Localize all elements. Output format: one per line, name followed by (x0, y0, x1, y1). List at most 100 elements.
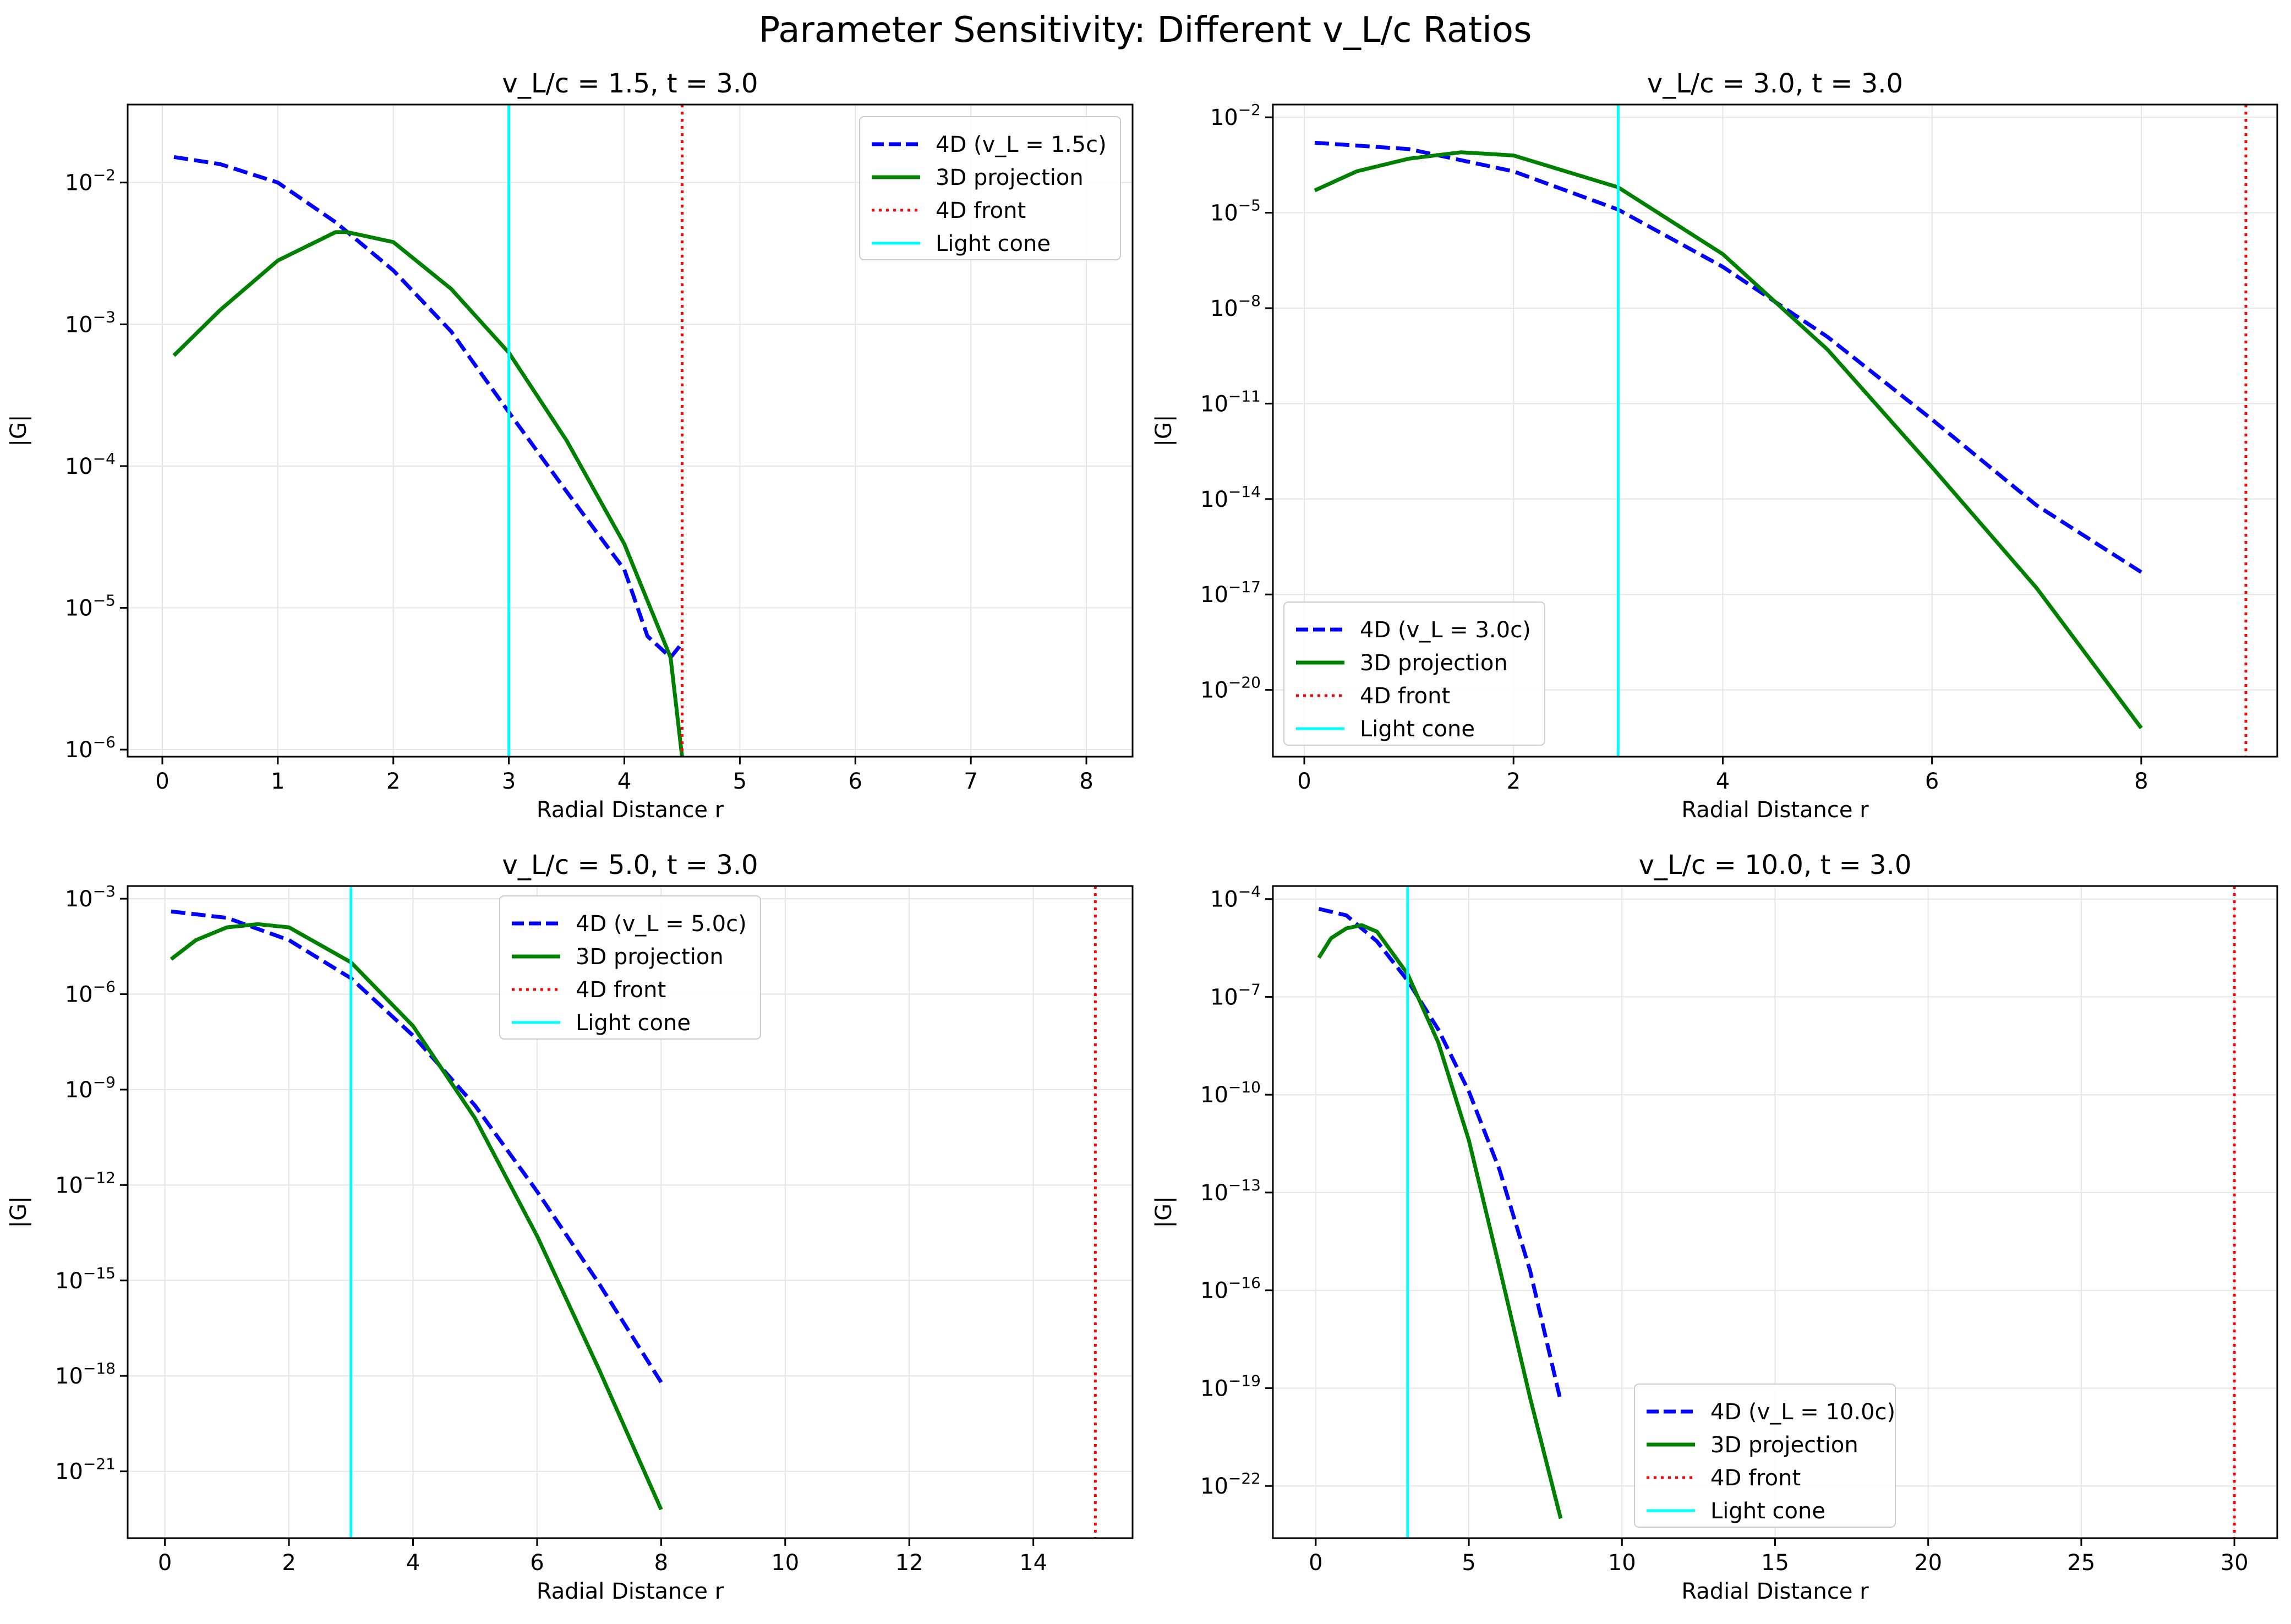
axes-frame (1272, 103, 2278, 758)
y-axis-label: |G| (6, 415, 31, 447)
legend: 4D (v_L = 10.0c) 3D projection 4D front Lig… (1634, 1384, 1896, 1528)
axes-frame (127, 103, 1134, 758)
x-tick-label: 2 (282, 1550, 296, 1576)
y-tick-label: 10−5 (1210, 196, 1261, 226)
y-tick-label: 10−6 (65, 978, 116, 1008)
y-tick-label: 10−5 (65, 592, 116, 621)
y-tick-label: 10−12 (55, 1168, 116, 1198)
legend-label: Light cone (576, 1010, 691, 1036)
legend: 4D (v_L = 5.0c) 3D projection 4D front Ligh… (499, 895, 761, 1040)
legend: 4D (v_L = 1.5c) 3D projection 4D front Ligh… (859, 116, 1121, 260)
legend-label: 4D front (576, 977, 666, 1003)
y-tick-label: 10−16 (1200, 1274, 1261, 1304)
x-tick-label: 10 (1608, 1550, 1636, 1576)
x-tick-label: 6 (1925, 769, 1939, 794)
y-tick-label: 10−2 (1210, 101, 1261, 130)
x-tick-label: 7 (964, 769, 977, 794)
x-tick-label: 0 (1309, 1550, 1322, 1576)
legend-label: Light cone (936, 231, 1051, 256)
legend-label: 3D projection (576, 944, 724, 970)
y-tick-label: 10−6 (65, 733, 116, 763)
x-tick-label: 0 (158, 1550, 172, 1576)
x-axis-label: Radial Distance r (537, 1579, 724, 1604)
x-tick-label: 30 (2221, 1550, 2249, 1576)
legend-label: 4D front (936, 198, 1026, 223)
y-tick-label: 10−10 (1200, 1078, 1261, 1108)
y-axis-label: |G| (1151, 1196, 1177, 1228)
x-tick-label: 10 (771, 1550, 799, 1576)
x-tick-label: 4 (406, 1550, 420, 1576)
legend-box (1283, 602, 1545, 746)
x-tick-label: 1 (271, 769, 285, 794)
y-tick-label: 10−15 (55, 1264, 116, 1294)
x-tick-label: 20 (1914, 1550, 1942, 1576)
x-tick-label: 2 (386, 769, 400, 794)
series-4d-line (1314, 140, 2142, 574)
x-axis-label: Radial Distance r (1681, 1579, 1869, 1604)
x-tick-label: 0 (1297, 769, 1311, 794)
y-tick-label: 10−3 (65, 308, 116, 337)
x-axis-label: Radial Distance r (1681, 797, 1869, 823)
y-axis-label: |G| (6, 1196, 31, 1228)
y-axis-label: |G| (1151, 415, 1177, 447)
x-axis-label: Radial Distance r (537, 797, 724, 823)
y-tick-label: 10−4 (1210, 883, 1261, 912)
x-tick-label: 4 (617, 769, 631, 794)
y-tick-label: 10−7 (1210, 980, 1261, 1010)
y-tick-label: 10−11 (1200, 387, 1261, 417)
series-3d-line (172, 230, 684, 757)
legend-label: 3D projection (936, 165, 1084, 190)
subplot-3: 0 2 4 6 8 10 12 14 10−21 10−18 10−15 10−12 10−9 10−6 1… (6, 850, 1134, 1604)
legend-label: Light cone (1360, 717, 1475, 742)
legend-box (1634, 1384, 1896, 1528)
legend-label: 3D projection (1360, 650, 1508, 676)
y-tick-label: 10−20 (1200, 674, 1261, 703)
x-tick-label: 6 (849, 769, 862, 794)
y-tick-label: 10−18 (55, 1359, 116, 1389)
x-tick-label: 25 (2067, 1550, 2095, 1576)
series-4d-line (1318, 907, 1563, 1402)
plot-area (172, 105, 684, 757)
y-tick-label: 10−4 (65, 450, 116, 479)
x-tick-label: 0 (155, 769, 169, 794)
y-tick-label: 10−9 (65, 1073, 116, 1103)
legend-label: 4D front (1710, 1466, 1801, 1491)
figure-suptitle: Parameter Sensitivity: Different v_L/c R… (759, 10, 1532, 51)
legend: 4D (v_L = 3.0c) 3D projection 4D front Ligh… (1283, 602, 1545, 746)
subplot-title: v_L/c = 10.0, t = 3.0 (1639, 850, 1912, 881)
legend-label: 4D (v_L = 10.0c) (1710, 1399, 1895, 1425)
y-tick-label: 10−21 (55, 1455, 116, 1485)
x-tick-label: 8 (1079, 769, 1093, 794)
series-4d-line (171, 909, 663, 1384)
x-tick-label: 14 (1019, 1550, 1047, 1576)
x-tick-label: 6 (530, 1550, 544, 1576)
x-tick-label: 8 (654, 1550, 668, 1576)
y-tick-label: 10−2 (65, 166, 116, 196)
subplot-title: v_L/c = 3.0, t = 3.0 (1647, 68, 1903, 99)
x-tick-label: 8 (2134, 769, 2148, 794)
y-tick-label: 10−13 (1200, 1176, 1261, 1206)
y-tick-label: 10−22 (1200, 1469, 1261, 1499)
legend-label: 4D front (1360, 683, 1450, 709)
y-tick-label: 10−14 (1200, 483, 1261, 512)
axes-frame (127, 885, 1134, 1539)
x-tick-label: 4 (1716, 769, 1730, 794)
x-tick-label: 12 (895, 1550, 923, 1576)
subplot-4: 0 5 10 15 20 25 30 10−22 10−19 10−16 10−13 10−10 10−… (1151, 850, 2278, 1604)
subplot-1: 0 1 2 3 4 5 6 7 8 10−6 10−5 10−4 10−3 10−2 v_L/c = 1.5… (6, 68, 1134, 823)
y-tick-label: 10−17 (1200, 578, 1261, 608)
plot-area (169, 886, 1097, 1538)
legend-label: 4D (v_L = 5.0c) (576, 911, 747, 937)
legend-label: 4D (v_L = 3.0c) (1360, 617, 1531, 643)
legend-box (499, 895, 761, 1040)
y-tick-label: 10−8 (1210, 292, 1261, 321)
y-tick-label: 10−19 (1200, 1371, 1261, 1401)
x-tick-label: 2 (1507, 769, 1521, 794)
plot-area (1314, 105, 2248, 757)
subplot-title: v_L/c = 5.0, t = 3.0 (502, 850, 758, 881)
subplot-2: 0 2 4 6 8 10−20 10−17 10−14 10−11 10−8 10−5 10−2 v_L… (1151, 68, 2278, 823)
legend-label: Light cone (1710, 1499, 1825, 1524)
subplot-title: v_L/c = 1.5, t = 3.0 (502, 68, 758, 99)
y-tick-label: 10−3 (65, 882, 116, 912)
